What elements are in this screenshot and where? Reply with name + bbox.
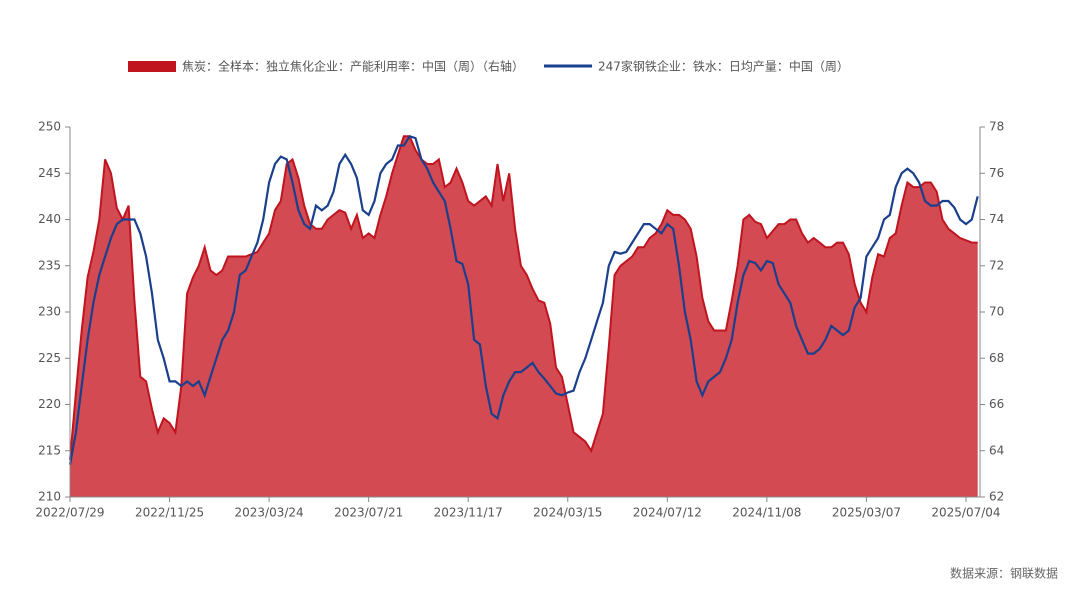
x-tick-label: 2023/03/24 bbox=[235, 506, 304, 520]
y-tick-label: 210 bbox=[38, 490, 61, 504]
y2-tick-label: 72 bbox=[989, 258, 1004, 272]
y-tick-label: 250 bbox=[38, 120, 61, 134]
legend-label: 焦炭：全样本：独立焦化企业：产能利用率：中国（周）（右轴） bbox=[182, 59, 524, 74]
x-tick-label: 2024/07/12 bbox=[633, 506, 702, 520]
y2-tick-label: 64 bbox=[989, 443, 1004, 457]
legend-swatch bbox=[128, 61, 176, 72]
x-tick-label: 2025/07/04 bbox=[931, 506, 1000, 520]
area bbox=[70, 136, 978, 498]
y-tick-label: 225 bbox=[38, 351, 61, 365]
x-tick-label: 2022/11/25 bbox=[135, 506, 204, 520]
area-outline bbox=[69, 135, 978, 461]
x-tick-label: 2023/07/21 bbox=[334, 506, 403, 520]
source-note: 数据来源：钢联数据 bbox=[950, 566, 1058, 581]
line bbox=[68, 135, 979, 465]
x-tick-label: 2024/11/08 bbox=[732, 506, 801, 520]
y-tick-label: 235 bbox=[38, 258, 61, 272]
y2-tick-label: 70 bbox=[989, 305, 1004, 319]
y-tick-label: 220 bbox=[38, 397, 61, 411]
y2-tick-label: 74 bbox=[989, 212, 1004, 226]
y2-tick-label: 62 bbox=[989, 490, 1004, 504]
x-tick-label: 2024/03/15 bbox=[533, 506, 602, 520]
y2-tick-label: 76 bbox=[989, 166, 1004, 180]
x-tick-label: 2025/03/07 bbox=[832, 506, 901, 520]
x-tick-label: 2023/11/17 bbox=[434, 506, 503, 520]
y2-tick-label: 68 bbox=[989, 351, 1004, 365]
y-tick-label: 215 bbox=[38, 443, 61, 457]
x-tick-label: 2022/07/29 bbox=[35, 506, 104, 520]
y2-tick-label: 78 bbox=[989, 120, 1004, 134]
y-tick-label: 245 bbox=[38, 166, 61, 180]
y-tick-label: 240 bbox=[38, 212, 61, 226]
y-tick-label: 230 bbox=[38, 305, 61, 319]
y2-tick-label: 66 bbox=[989, 397, 1004, 411]
legend-label: 247家钢铁企业：铁水：日均产量：中国（周） bbox=[598, 59, 849, 74]
